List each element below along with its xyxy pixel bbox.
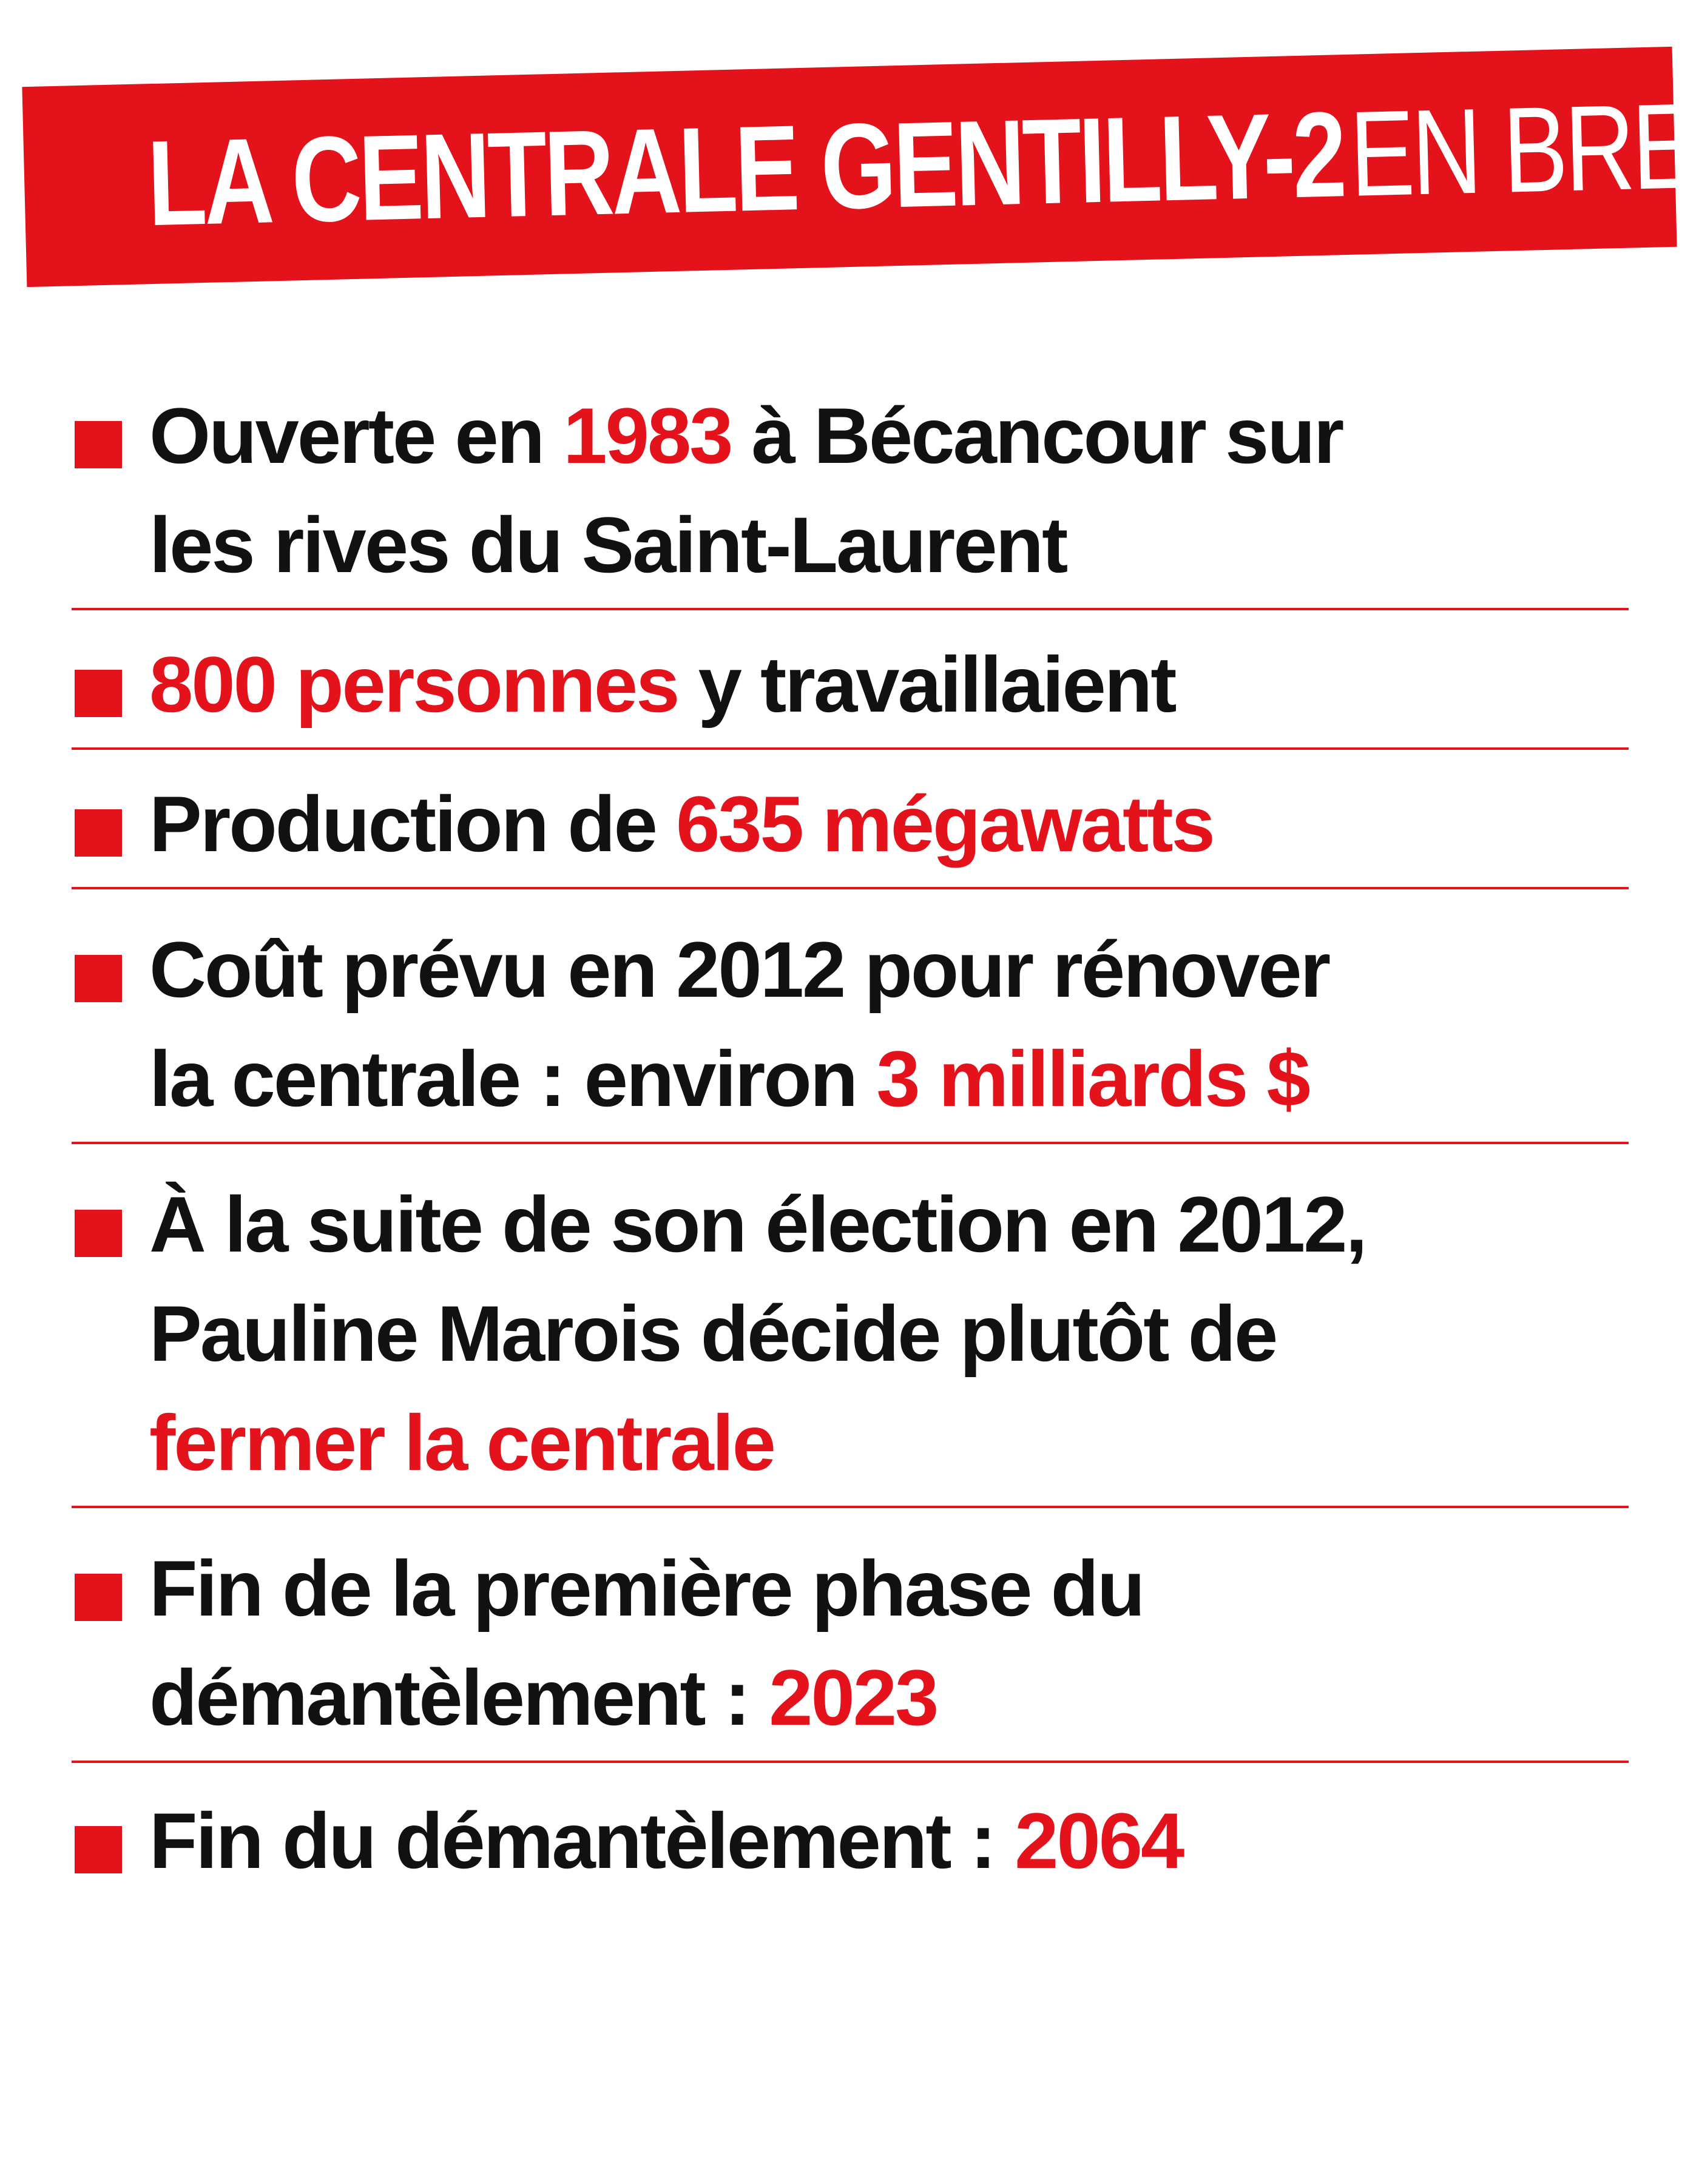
highlight-text: 800 personnes [149,640,680,729]
square-bullet-icon [75,955,122,1002]
page-title: LA CENTRALE GENTILLY-2 EN BREF [22,47,1699,287]
fact-line: les rives du Saint-Laurent [149,490,1629,599]
fact-line: 800 personnes y travaillaient [149,630,1629,739]
fact-item: À la suite de son élection en 2012, Pauli… [72,1144,1629,1508]
highlight-text: 1983 [563,391,733,480]
fact-text: les rives du Saint-Laurent [149,500,1068,589]
fact-line: Fin du démantèlement : 2064 [149,1786,1629,1895]
fact-line: Pauline Marois décide plutôt de [149,1279,1629,1388]
fact-text: y travaillaient [678,640,1177,729]
fact-text: Pauline Marois décide plutôt de [149,1289,1278,1378]
fact-line: fermer la centrale [149,1388,1629,1497]
highlight-text: 2064 [1015,1796,1184,1885]
fact-text: la centrale : environ [149,1034,877,1123]
fact-line: À la suite de son élection en 2012, [149,1170,1629,1279]
highlight-text: 2023 [769,1653,939,1742]
square-bullet-icon [75,421,122,468]
fact-text: Ouverte en [149,391,564,480]
highlight-text: fermer la centrale [149,1398,776,1487]
fact-text: démantèlement : [149,1653,769,1742]
square-bullet-icon [75,670,122,717]
square-bullet-icon [75,1574,122,1621]
fact-line: Fin de la première phase du [149,1534,1629,1643]
square-bullet-icon [75,1210,122,1257]
square-bullet-icon [75,809,122,857]
fact-list: Ouverte en 1983 à Bécancour sur les rives… [72,381,1629,1913]
title-bold: LA CENTRALE GENTILLY-2 [146,87,1346,252]
highlight-text: 3 milliards $ [876,1034,1310,1123]
fact-item: Ouverte en 1983 à Bécancour sur les rives… [72,381,1629,610]
fact-text: À la suite de son élection en 2012, [149,1180,1368,1269]
fact-item: Fin du démantèlement : 2064 [72,1763,1629,1913]
fact-item: Production de 635 mégawatts [72,750,1629,889]
fact-text: Coût prévu en 2012 pour rénover [149,925,1331,1014]
fact-line: la centrale : environ 3 milliards $ [149,1024,1629,1133]
fact-line: Coût prévu en 2012 pour rénover [149,915,1629,1024]
fact-text: à Bécancour sur [731,391,1345,480]
title-light: EN BREF [1348,76,1699,222]
fact-line: Ouverte en 1983 à Bécancour sur [149,381,1629,490]
fact-text: Fin de la première phase du [149,1544,1145,1633]
highlight-text: 635 mégawatts [676,780,1215,868]
fact-line: démantèlement : 2023 [149,1643,1629,1752]
fact-line: Production de 635 mégawatts [149,769,1629,878]
fact-item: Fin de la première phase du démantèlement… [72,1508,1629,1763]
fact-item: 800 personnes y travaillaient [72,610,1629,750]
square-bullet-icon [75,1826,122,1873]
fact-item: Coût prévu en 2012 pour rénover la centra… [72,889,1629,1144]
fact-text: Production de [149,780,676,868]
fact-text: Fin du démantèlement : [149,1796,1015,1885]
title-banner: LA CENTRALE GENTILLY-2 EN BREF [22,46,1699,288]
